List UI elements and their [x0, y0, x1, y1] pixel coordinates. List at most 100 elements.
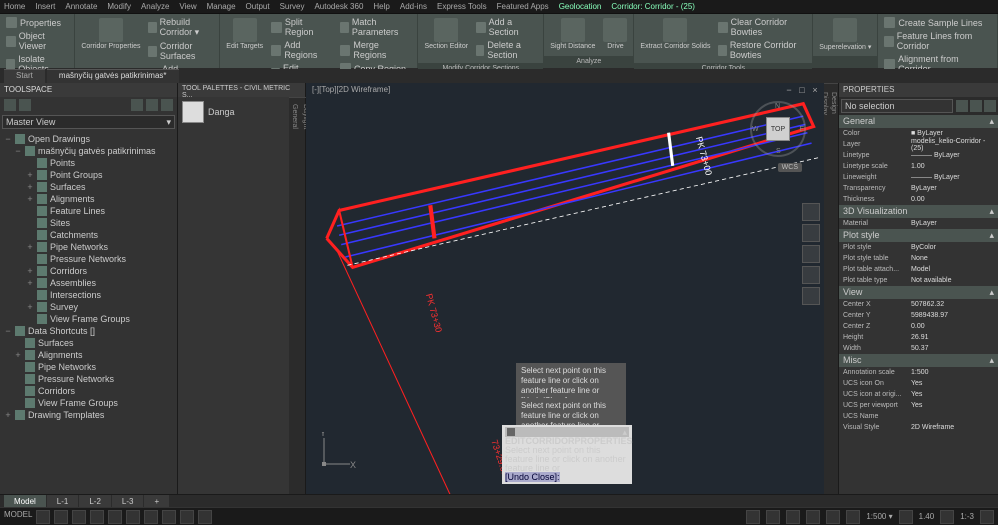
property-category[interactable]: 3D Visualization▴ — [839, 205, 998, 218]
toolspace-view-select[interactable]: Master View▾ — [2, 115, 175, 129]
status-toggle-icon[interactable] — [746, 510, 760, 524]
menu-item[interactable]: Analyze — [141, 2, 169, 11]
property-value[interactable]: 5989438.97 — [911, 312, 994, 319]
tree-node[interactable]: +Assemblies — [2, 277, 175, 289]
menu-item[interactable]: Survey — [280, 2, 305, 11]
property-row[interactable]: Lineweight——— ByLayer — [839, 172, 998, 183]
ribbon-big-button[interactable]: Extract Corridor Solids — [638, 16, 712, 61]
menu-item[interactable]: Autodesk 360 — [314, 2, 363, 11]
toolspace-toolbar[interactable] — [0, 97, 177, 113]
property-value[interactable]: ——— ByLayer — [911, 174, 994, 181]
tree-node[interactable]: Pipe Networks — [2, 361, 175, 373]
ts-icon[interactable] — [161, 99, 173, 111]
status-toggle-icon[interactable] — [162, 510, 176, 524]
tree-node[interactable]: View Frame Groups — [2, 313, 175, 325]
status-toggle-icon[interactable] — [766, 510, 780, 524]
property-row[interactable]: Linetype——— ByLayer — [839, 150, 998, 161]
ribbon-big-button[interactable]: Section Editor — [422, 16, 470, 61]
ribbon-item[interactable]: Rebuild Corridor ▾ — [146, 16, 215, 39]
property-value[interactable]: Yes — [911, 391, 994, 398]
property-row[interactable]: Center Z0.00 — [839, 321, 998, 332]
property-value[interactable]: ——— ByLayer — [911, 152, 994, 159]
ts-icon[interactable] — [146, 99, 158, 111]
status-text[interactable]: 1:-3 — [960, 512, 974, 521]
property-row[interactable]: Width50.37 — [839, 343, 998, 354]
status-icon[interactable] — [899, 510, 913, 524]
expand-icon[interactable]: − — [4, 326, 12, 336]
tree-node[interactable]: Points — [2, 157, 175, 169]
menu-item[interactable]: View — [179, 2, 196, 11]
tree-node[interactable]: Corridors — [2, 385, 175, 397]
menu-item[interactable]: Home — [4, 2, 25, 11]
menu-item[interactable]: Featured Apps — [497, 2, 549, 11]
status-toggle-icon[interactable] — [826, 510, 840, 524]
ribbon-item[interactable]: Object Viewer — [4, 30, 70, 52]
property-value[interactable]: 1:500 — [911, 369, 994, 376]
property-value[interactable]: Yes — [911, 380, 994, 387]
property-row[interactable]: UCS per viewportYes — [839, 400, 998, 411]
status-toggle-icon[interactable] — [198, 510, 212, 524]
status-toggle-icon[interactable] — [72, 510, 86, 524]
menu-item[interactable]: Add-ins — [400, 2, 427, 11]
expand-icon[interactable]: + — [14, 350, 22, 360]
tree-node[interactable]: +Surfaces — [2, 181, 175, 193]
property-value[interactable]: None — [911, 255, 994, 262]
tree-node[interactable]: View Frame Groups — [2, 397, 175, 409]
ts-icon[interactable] — [131, 99, 143, 111]
tree-node[interactable]: Pressure Networks — [2, 373, 175, 385]
toggle-pickadd-icon[interactable] — [984, 100, 996, 112]
select-objects-icon[interactable] — [970, 100, 982, 112]
viewcube[interactable]: TOP N S E W — [750, 101, 806, 157]
ribbon-item[interactable]: Restore Corridor Bowties — [716, 39, 808, 61]
status-toggle-icon[interactable] — [90, 510, 104, 524]
property-category[interactable]: Plot style▴ — [839, 229, 998, 242]
property-row[interactable]: Height26.91 — [839, 332, 998, 343]
ribbon-panel-label[interactable]: Analyze — [544, 56, 633, 68]
property-row[interactable]: TransparencyByLayer — [839, 183, 998, 194]
document-tab[interactable]: Start — [4, 69, 45, 83]
property-value[interactable]: 2D Wireframe — [911, 424, 994, 431]
ribbon-item[interactable]: Create Sample Lines — [882, 16, 993, 29]
tree-node[interactable]: −mašnyčių gatvės patikrinimas — [2, 145, 175, 157]
property-value[interactable]: ByLayer — [911, 185, 994, 192]
menu-item[interactable]: Modify — [107, 2, 131, 11]
property-row[interactable]: Center X507862.32 — [839, 299, 998, 310]
expand-icon[interactable]: + — [26, 182, 34, 192]
ribbon-item[interactable]: Feature Lines from Corridor — [882, 30, 993, 52]
tree-node[interactable]: −Data Shortcuts [] — [2, 325, 175, 337]
status-toggle-icon[interactable] — [180, 510, 194, 524]
cmd-up-icon[interactable]: ▴ — [622, 428, 627, 436]
property-value[interactable]: ■ ByLayer — [911, 130, 994, 137]
tree-node[interactable]: +Corridors — [2, 265, 175, 277]
tree-node[interactable]: +Survey — [2, 301, 175, 313]
tree-node[interactable]: +Alignments — [2, 349, 175, 361]
quick-select-icon[interactable] — [956, 100, 968, 112]
property-value[interactable]: modelis_kelio-Corridor - (25) — [911, 138, 994, 152]
expand-icon[interactable]: + — [4, 410, 12, 420]
property-value[interactable]: 50.37 — [911, 345, 994, 352]
expand-icon[interactable]: − — [14, 146, 22, 156]
layout-tab[interactable]: Model — [4, 495, 46, 507]
property-row[interactable]: Plot table attach...Model — [839, 264, 998, 275]
property-value[interactable]: ByLayer — [911, 220, 994, 227]
cmd-icon[interactable] — [507, 428, 515, 436]
ribbon-item[interactable]: Split Region — [269, 16, 334, 38]
tree-node[interactable]: Catchments — [2, 229, 175, 241]
ribbon-big-button[interactable]: Drive — [601, 16, 629, 54]
document-tab[interactable]: mašnyčių gatvės patikrinimas* — [47, 69, 179, 83]
tree-node[interactable]: +Pipe Networks — [2, 241, 175, 253]
ribbon-big-button[interactable]: Superelevation ▾ — [817, 16, 873, 54]
menu-item[interactable]: Output — [246, 2, 270, 11]
palette-tab[interactable]: General — [289, 97, 300, 494]
status-toggle-icon[interactable] — [126, 510, 140, 524]
property-row[interactable]: Plot styleByColor — [839, 242, 998, 253]
tree-node[interactable]: −Open Drawings — [2, 133, 175, 145]
expand-icon[interactable]: + — [26, 266, 34, 276]
properties-side-tabs[interactable]: DesignDisplayExtended DataObject Class — [824, 83, 838, 494]
property-row[interactable]: Plot table typeNot available — [839, 275, 998, 286]
expand-icon[interactable]: + — [26, 278, 34, 288]
property-value[interactable]: Model — [911, 266, 994, 273]
toolspace-tree[interactable]: −Open Drawings−mašnyčių gatvės patikrini… — [0, 131, 177, 494]
nav-wheel-icon[interactable] — [802, 203, 820, 221]
viewcube-face[interactable]: TOP — [766, 117, 790, 141]
